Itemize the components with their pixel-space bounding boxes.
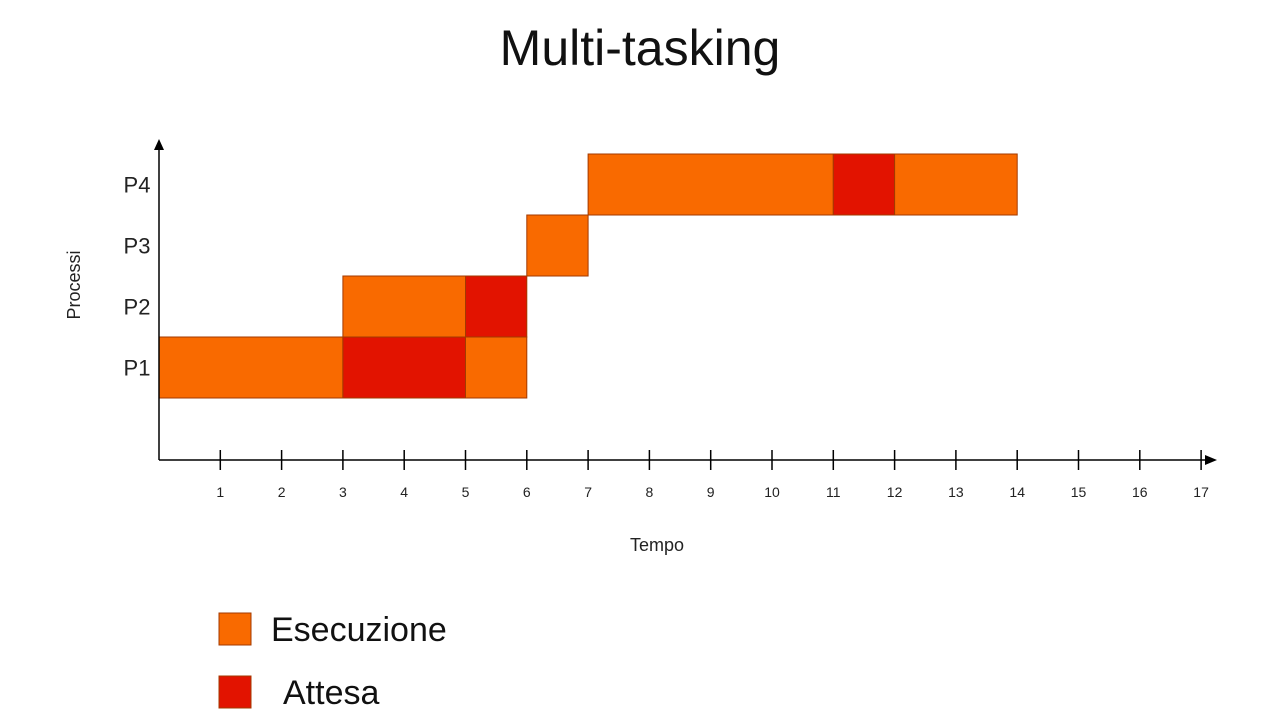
category-labels-group: P1 P2 P3 P4 xyxy=(124,173,151,381)
legend: Esecuzione Attesa xyxy=(218,611,447,712)
category-label-p2: P2 xyxy=(124,295,151,320)
legend-label-wait: Attesa xyxy=(283,674,379,712)
category-label-p3: P3 xyxy=(124,234,151,259)
category-label-p4: P4 xyxy=(124,173,151,198)
x-tick-label-8: 8 xyxy=(646,484,654,500)
bars-group xyxy=(158,153,1018,399)
chart-title: Multi-tasking xyxy=(499,20,781,76)
bar-p2-exec-3 xyxy=(342,275,466,338)
x-tick-label-3: 3 xyxy=(339,484,347,500)
legend-label-exec: Esecuzione xyxy=(271,611,447,649)
bar-p1-exec-2 xyxy=(465,336,528,399)
x-tick-label-17: 17 xyxy=(1193,484,1209,500)
x-axis-title: Tempo xyxy=(630,535,684,555)
bar-p4-exec-6 xyxy=(587,153,834,216)
x-tick-label-2: 2 xyxy=(278,484,286,500)
bar-p1-exec-0 xyxy=(158,336,344,399)
x-tick-label-16: 16 xyxy=(1132,484,1148,500)
x-tick-label-1: 1 xyxy=(216,484,224,500)
x-tick-label-12: 12 xyxy=(887,484,903,500)
bar-p4-wait-7 xyxy=(832,153,896,216)
category-label-p1: P1 xyxy=(124,356,151,381)
bar-p2-wait-4 xyxy=(465,275,528,338)
y-axis-arrow xyxy=(154,139,164,150)
x-axis-arrow xyxy=(1205,455,1217,465)
x-tick-label-13: 13 xyxy=(948,484,964,500)
bar-p4-exec-8 xyxy=(894,153,1018,216)
y-axis-title: Processi xyxy=(64,250,84,319)
x-tick-label-15: 15 xyxy=(1071,484,1087,500)
x-tick-label-6: 6 xyxy=(523,484,531,500)
legend-swatch-exec xyxy=(218,612,252,646)
axes-group xyxy=(154,139,1217,465)
x-tick-label-5: 5 xyxy=(462,484,470,500)
x-tick-label-9: 9 xyxy=(707,484,715,500)
x-tick-label-14: 14 xyxy=(1009,484,1025,500)
legend-swatch-wait xyxy=(218,675,252,709)
x-tick-label-7: 7 xyxy=(584,484,592,500)
x-tick-label-11: 11 xyxy=(826,484,841,500)
x-tick-label-10: 10 xyxy=(764,484,780,500)
bar-p1-wait-1 xyxy=(342,336,466,399)
x-tick-label-4: 4 xyxy=(400,484,408,500)
ticks-group: 1 2 3 4 5 6 7 8 9 10 11 12 13 14 15 16 17 xyxy=(216,450,1209,500)
bar-p3-exec-5 xyxy=(526,214,589,277)
